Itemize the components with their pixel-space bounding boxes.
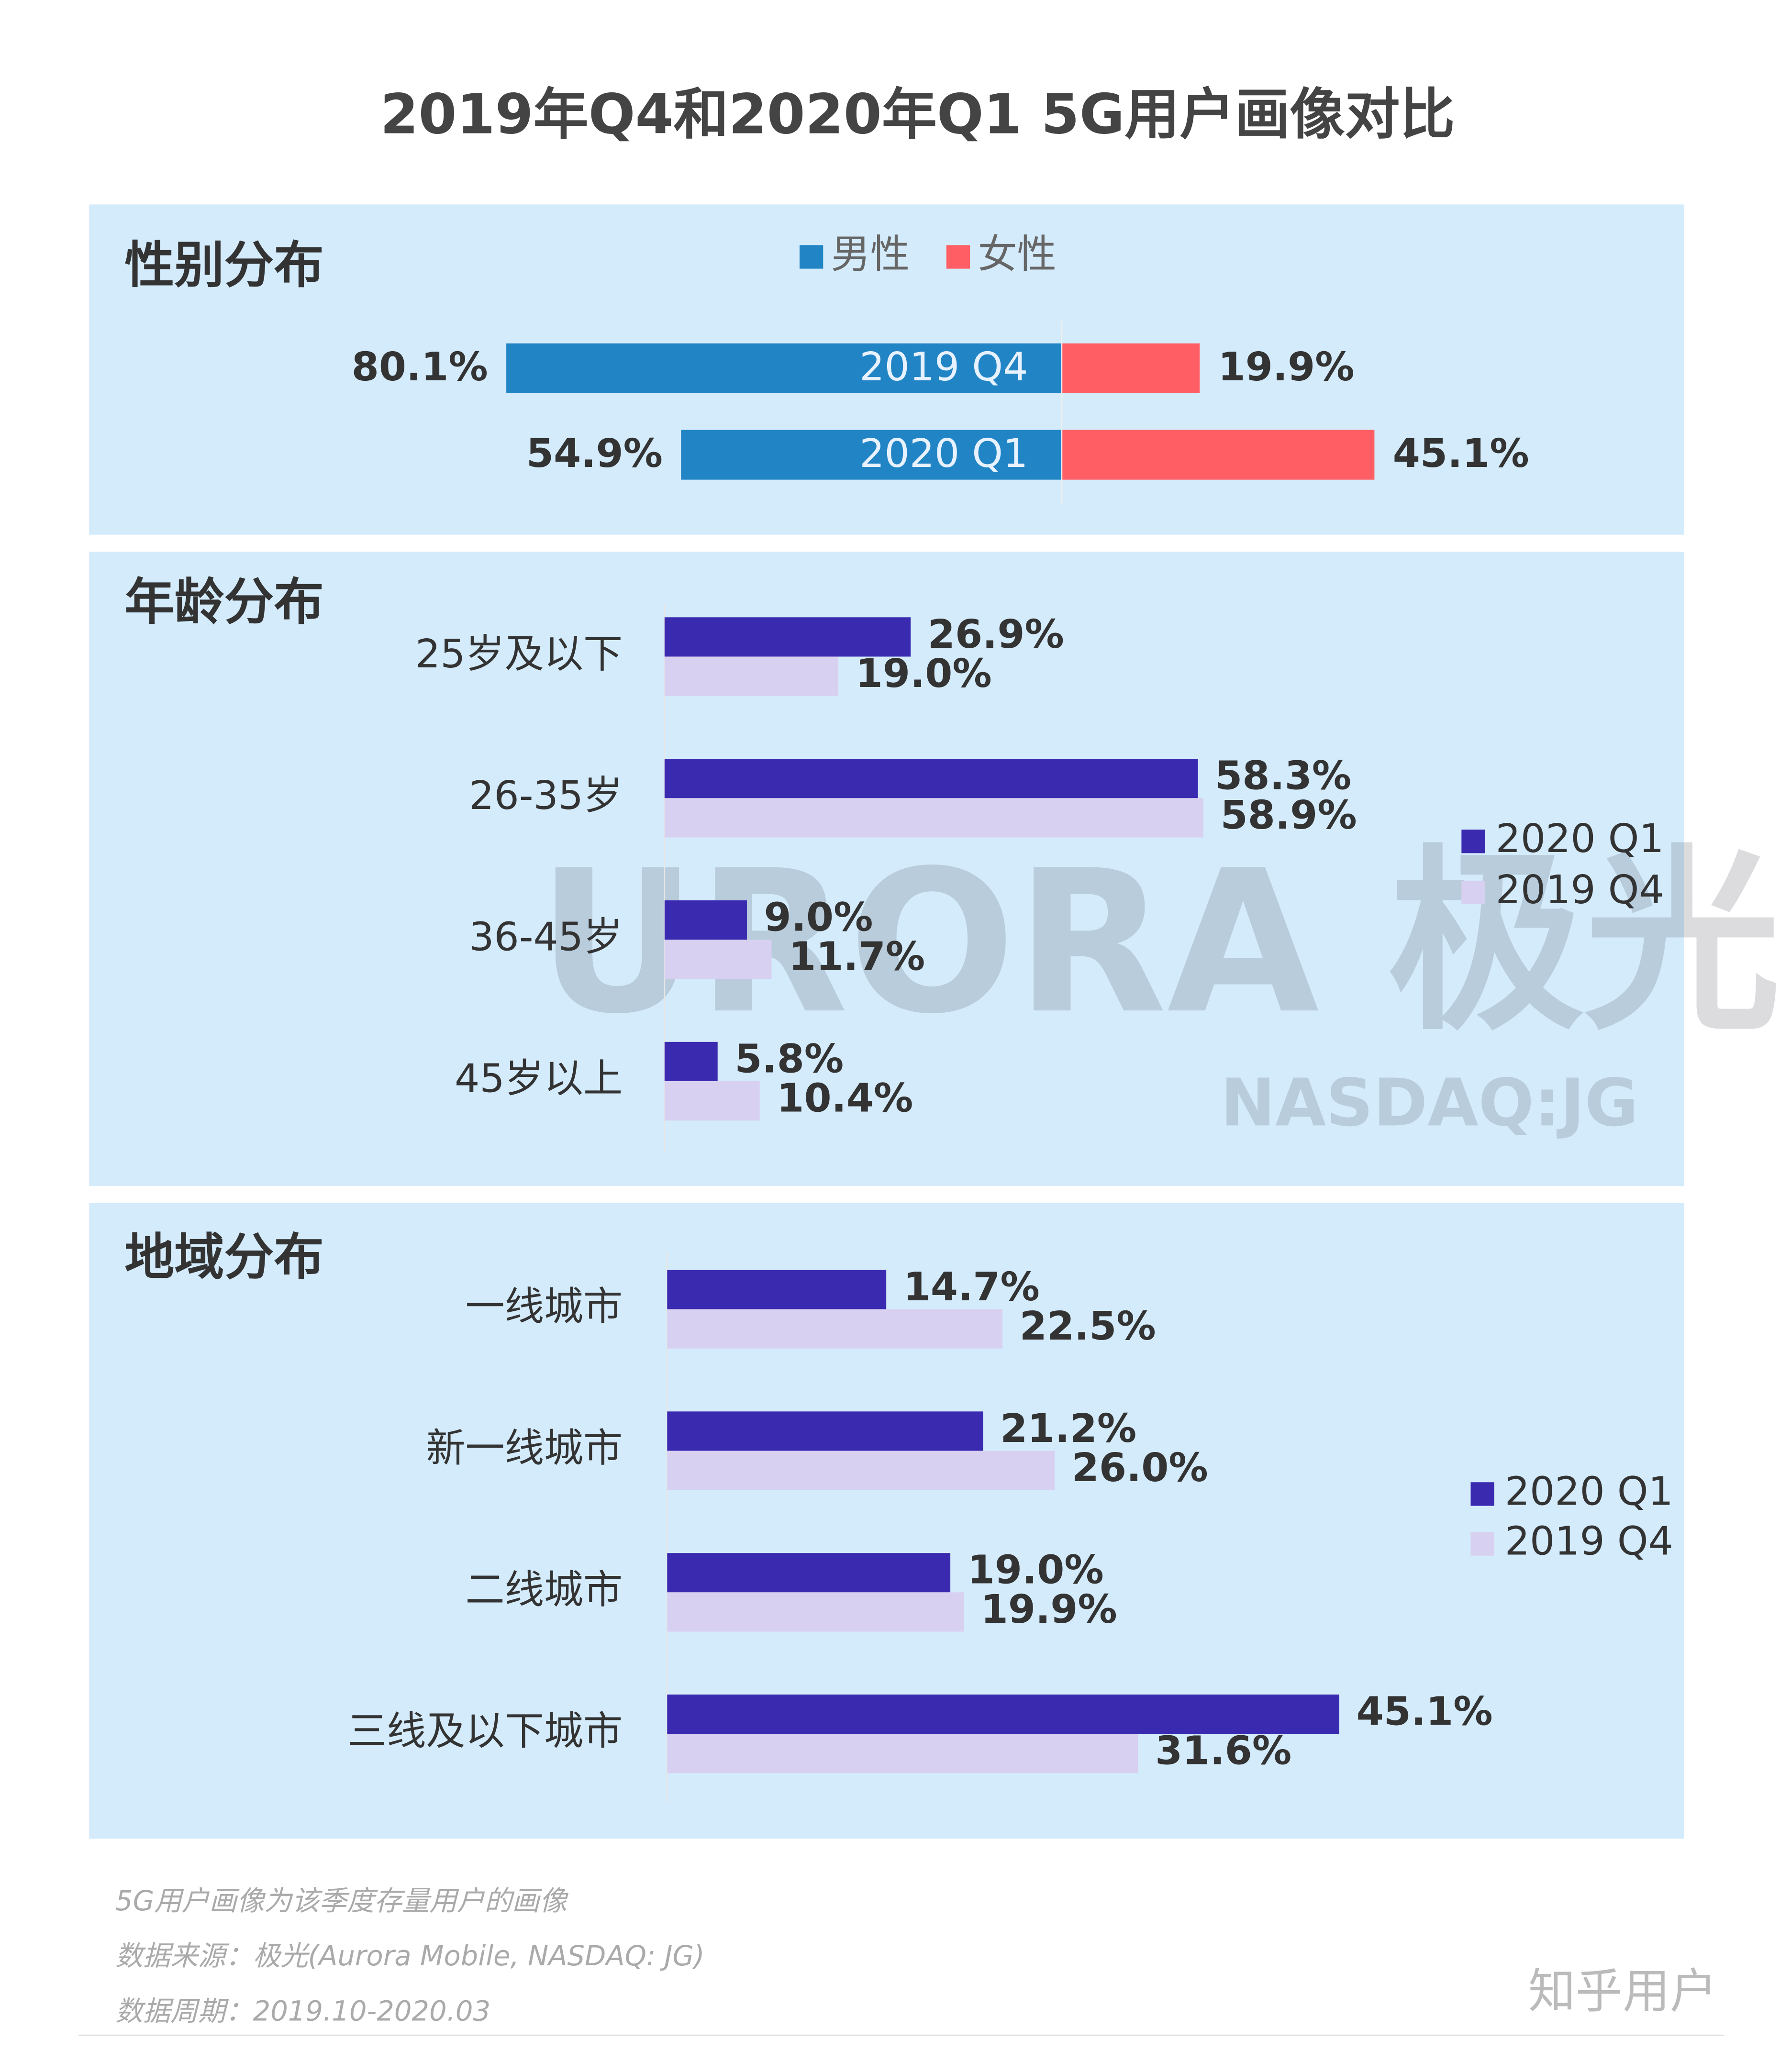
legend-label: 女性 bbox=[978, 232, 1057, 277]
legend-swatch bbox=[1470, 1532, 1494, 1556]
value-label: 26.0% bbox=[1072, 1445, 1208, 1491]
category-label: 2019 Q4 bbox=[859, 344, 1028, 390]
legend-label: 2019 Q4 bbox=[1505, 1518, 1673, 1564]
bar bbox=[1061, 430, 1375, 480]
bar bbox=[664, 617, 911, 657]
legend-swatch bbox=[1461, 830, 1485, 853]
bar bbox=[667, 1451, 1055, 1490]
bar bbox=[664, 1042, 718, 1082]
note: 数据来源：极光(Aurora Mobile, NASDAQ: JG) bbox=[115, 1940, 705, 1972]
value-label: 31.6% bbox=[1155, 1729, 1291, 1774]
bar bbox=[667, 1734, 1138, 1773]
bar bbox=[664, 656, 839, 696]
section-title: 地域分布 bbox=[124, 1228, 323, 1286]
legend-label: 2020 Q1 bbox=[1505, 1469, 1673, 1514]
value-label: 80.1% bbox=[352, 344, 488, 390]
bar bbox=[664, 759, 1198, 798]
value-label: 45.1% bbox=[1393, 431, 1529, 476]
bar bbox=[667, 1553, 951, 1593]
value-label: 58.9% bbox=[1221, 793, 1357, 838]
value-label: 9.0% bbox=[764, 895, 873, 941]
value-label: 58.3% bbox=[1215, 753, 1351, 799]
note: 数据周期：2019.10-2020.03 bbox=[115, 1995, 490, 2027]
category-label: 三线及以下城市 bbox=[347, 1709, 623, 1754]
category-label: 一线城市 bbox=[466, 1284, 623, 1330]
category-label: 45岁以上 bbox=[455, 1056, 623, 1101]
value-label: 21.2% bbox=[1000, 1406, 1136, 1452]
category-label: 25岁及以下 bbox=[415, 632, 623, 677]
value-label: 45.1% bbox=[1357, 1689, 1493, 1735]
bar bbox=[1061, 343, 1200, 393]
legend-swatch bbox=[946, 245, 970, 269]
bar bbox=[667, 1309, 1003, 1349]
bar bbox=[667, 1695, 1340, 1734]
panel bbox=[89, 552, 1685, 1186]
category-label: 2020 Q1 bbox=[859, 431, 1028, 476]
bar bbox=[667, 1411, 983, 1451]
bar bbox=[664, 900, 747, 940]
legend-label: 男性 bbox=[831, 232, 910, 277]
section-title: 年龄分布 bbox=[124, 573, 323, 631]
value-label: 19.0% bbox=[856, 651, 992, 697]
value-label: 54.9% bbox=[526, 431, 663, 476]
bar bbox=[506, 343, 1062, 393]
bar bbox=[681, 430, 1062, 480]
note: 5G用户画像为该季度存量用户的画像 bbox=[115, 1885, 568, 1917]
section-title: 性别分布 bbox=[124, 236, 323, 294]
category-label: 二线城市 bbox=[466, 1567, 623, 1613]
legend-swatch bbox=[1470, 1482, 1494, 1506]
value-label: 26.9% bbox=[928, 612, 1064, 657]
value-label: 22.5% bbox=[1020, 1304, 1156, 1349]
legend-label: 2019 Q4 bbox=[1496, 867, 1664, 913]
category-label: 新一线城市 bbox=[426, 1426, 623, 1471]
legend-label: 2020 Q1 bbox=[1496, 816, 1664, 862]
legend-swatch bbox=[1461, 880, 1485, 905]
value-label: 19.9% bbox=[981, 1587, 1117, 1632]
bar bbox=[664, 1081, 760, 1121]
legend-swatch bbox=[799, 245, 823, 269]
bar bbox=[667, 1592, 964, 1632]
category-label: 26-35岁 bbox=[469, 773, 623, 819]
watermark-site: 知乎用户 bbox=[1528, 1964, 1717, 2019]
value-label: 11.7% bbox=[789, 934, 925, 980]
page-title: 2019年Q4和2020年Q1 5G用户画像对比 bbox=[380, 82, 1455, 146]
value-label: 19.9% bbox=[1218, 344, 1355, 390]
value-label: 10.4% bbox=[777, 1076, 913, 1121]
value-label: 5.8% bbox=[734, 1036, 844, 1082]
category-label: 36-45岁 bbox=[469, 915, 623, 960]
bar bbox=[664, 798, 1204, 838]
bar bbox=[664, 940, 772, 979]
watermark-ticker: NASDAQ:JG bbox=[1221, 1065, 1638, 1141]
value-label: 14.7% bbox=[903, 1264, 1040, 1310]
bar bbox=[667, 1270, 887, 1309]
value-label: 19.0% bbox=[968, 1548, 1104, 1593]
